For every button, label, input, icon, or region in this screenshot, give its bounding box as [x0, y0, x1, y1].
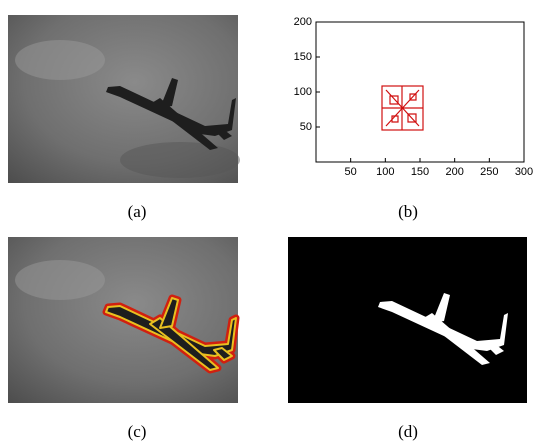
panel-a: (a) — [8, 15, 240, 221]
x-tick-label: 50 — [345, 166, 357, 178]
x-tick-label: 200 — [445, 166, 463, 178]
y-tick-label: 200 — [294, 16, 312, 28]
x-tick-label: 100 — [376, 166, 394, 178]
x-tick-label: 150 — [411, 166, 429, 178]
caption: (c) — [128, 422, 147, 441]
cloud — [120, 142, 240, 178]
cloud — [15, 260, 105, 300]
caption: (b) — [398, 202, 418, 221]
cloud — [15, 40, 105, 80]
y-tick-label: 100 — [294, 86, 312, 98]
panel-c: (c) — [8, 237, 238, 441]
mask — [288, 237, 527, 403]
axes-box — [316, 22, 524, 162]
x-tick-label: 250 — [480, 166, 498, 178]
y-tick-label: 150 — [294, 51, 312, 63]
x-tick-label: 300 — [515, 166, 533, 178]
y-tick-label: 50 — [300, 121, 312, 133]
panel-b: (b) 50 100 150 200 250 300 50 100 150 200 — [294, 16, 534, 221]
caption: (a) — [128, 202, 147, 221]
point-cloud — [382, 86, 423, 130]
figure: (a) (b) 50 100 150 200 250 300 50 100 150 200 (c)… — [0, 0, 538, 441]
caption: (d) — [398, 422, 418, 441]
panel-d: (d) — [288, 237, 527, 441]
